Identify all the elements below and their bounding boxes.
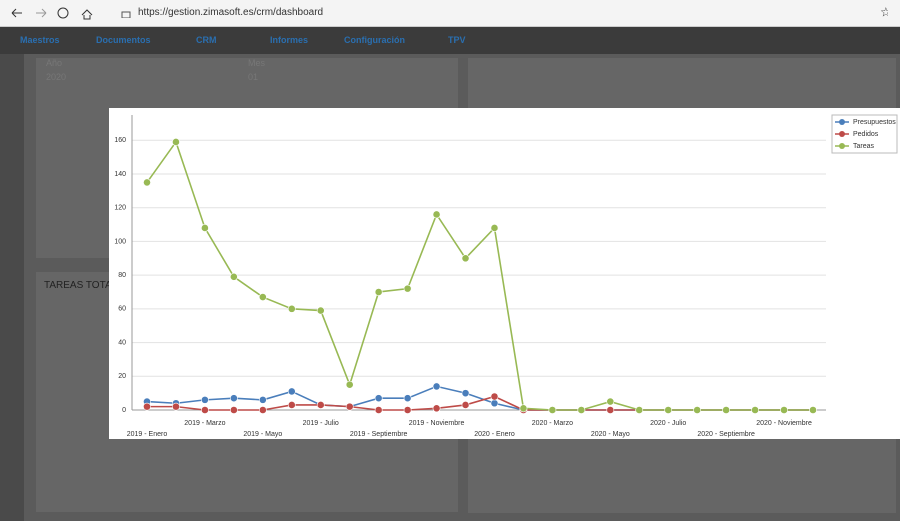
nav-item[interactable]: TPV — [448, 35, 466, 45]
y-tick-label: 20 — [118, 373, 126, 380]
legend-marker — [839, 143, 845, 149]
data-point — [345, 380, 354, 389]
x-tick-label: 2020 - Noviembre — [756, 420, 812, 427]
nav-item[interactable]: Informes — [270, 35, 309, 45]
data-point — [606, 397, 615, 406]
data-point — [548, 406, 557, 414]
data-point — [316, 401, 325, 409]
y-tick-label: 60 — [118, 306, 126, 313]
chart: 0 20 40 60 80 100 120 140 160 2019 - Enero 2019 - … — [114, 114, 898, 438]
url-field[interactable]: https://gestion.zimasoft.es/crm/dashboar… — [138, 7, 324, 18]
data-point — [403, 284, 412, 293]
data-point — [287, 387, 296, 396]
series-line — [146, 140, 813, 411]
nav-item[interactable]: Maestros — [20, 35, 60, 45]
y-tick-label: 0 — [122, 407, 126, 414]
data-point — [258, 293, 267, 301]
data-point — [490, 224, 499, 232]
data-point — [780, 406, 788, 414]
browser-buttons[interactable] — [0, 0, 100, 26]
data-point — [664, 406, 673, 414]
nav-item[interactable]: Documentos — [96, 35, 151, 45]
data-point — [143, 402, 151, 411]
nav-item[interactable]: CRM — [196, 35, 217, 45]
data-point — [287, 401, 296, 409]
y-tick-label: 140 — [114, 171, 126, 178]
chart-popup: 0 20 40 60 80 100 120 140 160 2019 - Enero 2019 - … — [109, 108, 900, 439]
data-point — [229, 272, 238, 281]
data-point — [201, 406, 209, 414]
data-point — [809, 406, 817, 414]
data-point — [172, 402, 180, 411]
data-point — [751, 406, 759, 414]
data-point — [374, 394, 383, 403]
x-tick-label: 2019 - Enero — [127, 431, 168, 438]
data-point — [461, 401, 470, 409]
x-tick-label: 2019 - Marzo — [184, 420, 225, 427]
legend-marker — [839, 131, 845, 137]
x-tick-label: 2020 - Septiembre — [697, 431, 755, 438]
y-tick-label: 40 — [118, 339, 126, 346]
data-point — [229, 406, 238, 414]
y-tick-label: 100 — [114, 238, 126, 245]
data-point — [693, 406, 702, 414]
legend-marker — [839, 119, 845, 125]
panel-title: TAREAS TOTA — [44, 280, 112, 291]
data-point — [287, 304, 296, 313]
data-point — [258, 406, 267, 414]
select[interactable]: 01 — [248, 72, 259, 82]
browser-bar: https://gestion.zimasoft.es/crm/dashboar… — [0, 0, 900, 27]
x-tick-label: 2020 - Marzo — [532, 420, 573, 427]
x-tick-label: 2020 - Mayo — [591, 431, 630, 438]
data-point — [374, 288, 383, 296]
data-point — [229, 394, 238, 403]
x-tick-label: 2019 - Septiembre — [350, 431, 408, 438]
legend-label: Pedidos — [853, 131, 879, 138]
label: Mes — [248, 58, 266, 68]
nav-item[interactable]: Configuración — [344, 35, 405, 45]
sidebar — [0, 54, 24, 521]
y-tick-label: 120 — [114, 205, 126, 212]
data-point — [722, 406, 731, 414]
x-tick-label: 2019 - Noviembre — [409, 420, 465, 427]
data-point — [316, 306, 325, 315]
data-point — [519, 404, 528, 413]
data-point — [577, 406, 586, 414]
nav-menu: Maestros Documentos CRM Informes Configuraci… — [0, 27, 900, 54]
data-point — [490, 399, 499, 408]
data-point — [432, 382, 441, 391]
data-point — [201, 224, 209, 232]
lock-icon — [121, 11, 131, 18]
data-point — [432, 210, 441, 219]
data-point — [374, 406, 383, 414]
series-line — [146, 385, 813, 411]
data-point — [403, 406, 412, 414]
select[interactable]: 2020 — [46, 72, 67, 82]
data-point — [606, 406, 615, 414]
star-icon[interactable]: ☆ — [858, 4, 888, 24]
y-tick-label: 80 — [118, 272, 126, 279]
x-tick-label: 2019 - Julio — [303, 420, 339, 427]
data-point — [345, 402, 354, 411]
data-point — [461, 254, 470, 263]
legend-label: Presupuestos — [853, 119, 896, 126]
data-point — [490, 392, 499, 401]
data-point — [432, 404, 441, 413]
data-point — [258, 395, 267, 404]
data-point — [635, 406, 644, 414]
label: Año — [46, 58, 63, 68]
data-point — [172, 138, 180, 146]
svg-text:☆: ☆ — [880, 4, 888, 19]
x-tick-label: 2020 - Julio — [650, 420, 686, 427]
x-tick-label: 2019 - Mayo — [243, 431, 282, 438]
y-tick-label: 160 — [114, 137, 126, 144]
data-point — [143, 178, 151, 187]
data-point — [403, 394, 412, 403]
data-point — [201, 395, 209, 404]
x-tick-label: 2020 - Enero — [474, 431, 515, 438]
data-point — [461, 389, 470, 398]
legend-label: Tareas — [853, 143, 875, 150]
